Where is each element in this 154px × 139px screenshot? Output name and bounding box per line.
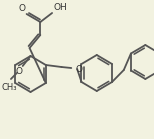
Text: O: O: [15, 66, 22, 75]
Text: O: O: [75, 64, 82, 74]
Text: O: O: [19, 4, 26, 13]
Text: OH: OH: [53, 3, 67, 12]
Text: CH₃: CH₃: [1, 83, 17, 92]
